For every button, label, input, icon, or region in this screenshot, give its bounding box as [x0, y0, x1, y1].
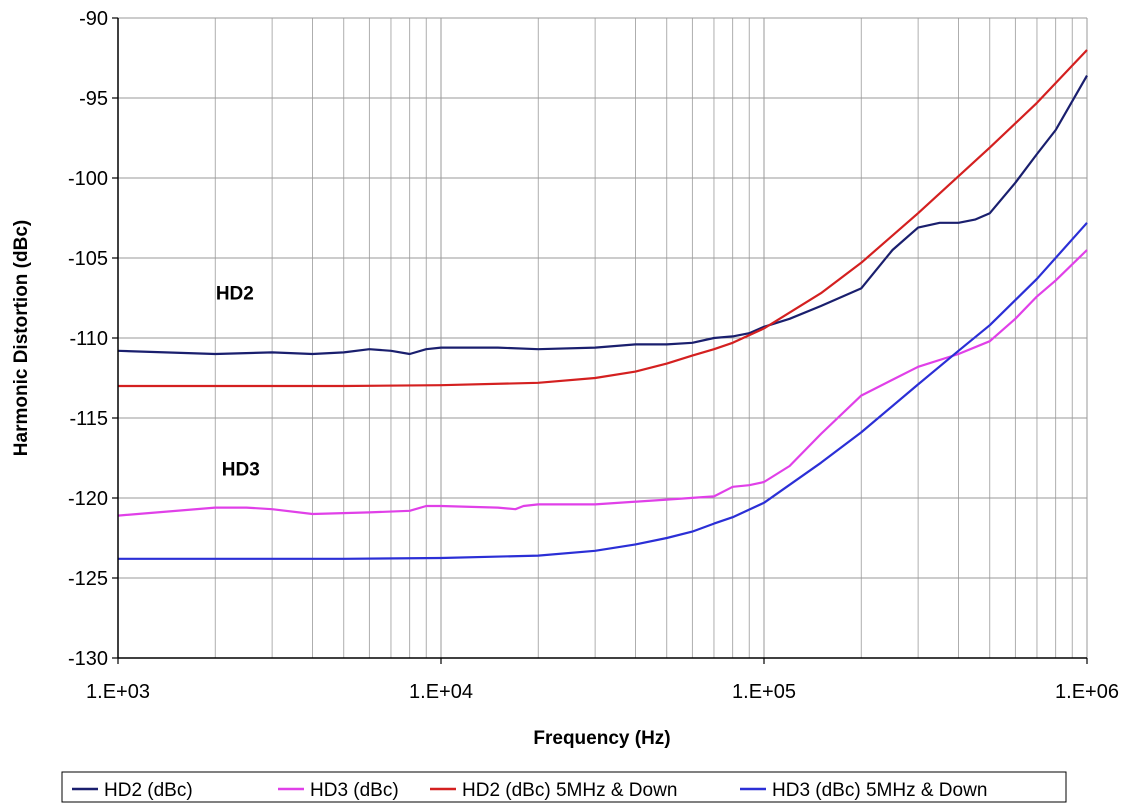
series-line-1 [117, 75, 1088, 356]
legend-label: HD3 (dBc) [310, 780, 399, 801]
y-tick-label: -90 [79, 8, 108, 30]
series-line-2 [117, 249, 1088, 517]
series-layer [117, 49, 1088, 560]
annotations: HD2 HD3 [216, 284, 260, 481]
series-line-3 [118, 49, 1088, 388]
series-line-4 [118, 222, 1088, 560]
y-tick-label: -115 [69, 408, 108, 430]
y-tick-label: -130 [68, 648, 108, 670]
legend: HD2 (dBc) HD3 (dBc) HD2 (dBc) 5MHz & Down H… [61, 771, 1067, 803]
y-ticks: -90 -95 -100 -105 -110 -115 -120 -125 -130 [68, 8, 118, 670]
legend-frame [61, 771, 1067, 803]
y-tick-label: -120 [68, 488, 108, 510]
x-tick-label: 1.E+04 [409, 681, 473, 703]
annotation-label: HD3 [222, 460, 260, 481]
x-ticks: 1.E+03 1.E+04 1.E+05 1.E+06 [86, 658, 1119, 703]
x-axis-title: Frequency (Hz) [533, 728, 670, 749]
x-tick-label: 1.E+03 [86, 681, 150, 703]
legend-label: HD2 (dBc) 5MHz & Down [462, 780, 677, 801]
x-tick-label: 1.E+05 [732, 681, 796, 703]
legend-label: HD2 (dBc) [104, 780, 193, 801]
x-tick-label: 1.E+06 [1055, 681, 1119, 703]
y-tick-label: -125 [68, 568, 108, 590]
annotation-label: HD2 [216, 284, 254, 305]
y-axis-title: Harmonic Distortion (dBc) [11, 220, 32, 456]
y-tick-label: -95 [79, 88, 108, 110]
legend-label: HD3 (dBc) 5MHz & Down [772, 780, 987, 801]
y-tick-label: -110 [69, 328, 108, 350]
y-tick-label: -105 [68, 248, 108, 270]
y-tick-label: -100 [68, 168, 108, 190]
